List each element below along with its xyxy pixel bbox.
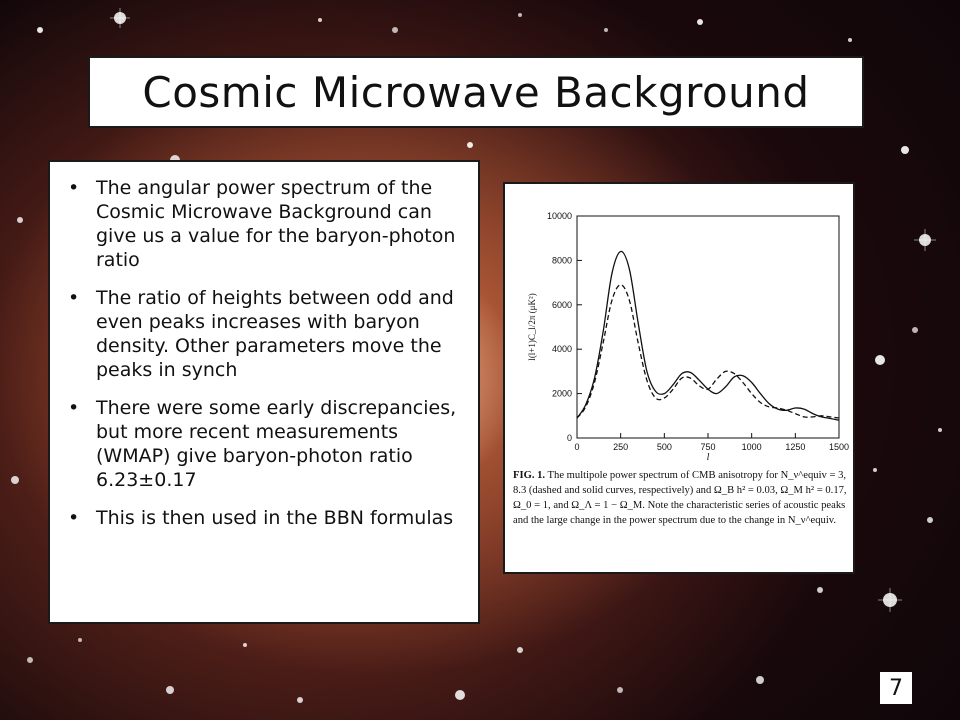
y-tick-label: 10000 — [547, 211, 572, 221]
figure-caption: FIG. 1. The multipole power spectrum of … — [513, 468, 849, 528]
series-dashed-curve — [576, 284, 840, 419]
y-tick-label: 0 — [567, 433, 572, 443]
x-tick-label: 250 — [613, 442, 628, 452]
caption-text: The multipole power spectrum of CMB anis… — [513, 470, 847, 526]
x-tick-label: 1000 — [742, 442, 762, 452]
page-number: 7 — [880, 672, 912, 704]
x-tick-label: 750 — [700, 442, 715, 452]
bullet-list: The angular power spectrum of the Cosmic… — [64, 176, 466, 530]
series-solid-curve — [576, 250, 840, 421]
y-tick-label: 8000 — [552, 255, 572, 265]
power-spectrum-chart: 0 250 500 750 1000 1250 1500 0 2000 4000 6000 8000… — [527, 211, 849, 463]
bullet-item: The ratio of heights between odd and eve… — [64, 286, 466, 382]
x-tick-label: 1250 — [785, 442, 805, 452]
bullet-item: This is then used in the BBN formulas — [64, 506, 466, 530]
bullet-item: There were some early discrepancies, but… — [64, 396, 466, 492]
x-tick-label: 500 — [657, 442, 672, 452]
slide-title: Cosmic Microwave Background — [142, 67, 810, 117]
y-tick-label: 6000 — [552, 300, 572, 310]
x-axis-label: l — [707, 452, 710, 463]
y-tick-label: 4000 — [552, 344, 572, 354]
caption-label: FIG. 1. — [513, 470, 546, 481]
x-tick-label: 0 — [574, 442, 579, 452]
title-box: Cosmic Microwave Background — [88, 56, 864, 128]
y-axis: 0 2000 4000 6000 8000 10000 — [547, 211, 582, 443]
bullet-item: The angular power spectrum of the Cosmic… — [64, 176, 466, 272]
figure-box: 0 250 500 750 1000 1250 1500 0 2000 4000 6000 8000… — [503, 182, 855, 574]
plot-frame — [576, 215, 840, 439]
x-tick-label: 1500 — [829, 442, 849, 452]
bullet-text-box: The angular power spectrum of the Cosmic… — [48, 160, 480, 624]
y-tick-label: 2000 — [552, 389, 572, 399]
y-axis-label: l(l+1)C_l/2π (μK²) — [527, 293, 537, 360]
x-axis: 0 250 500 750 1000 1250 1500 — [574, 433, 849, 452]
